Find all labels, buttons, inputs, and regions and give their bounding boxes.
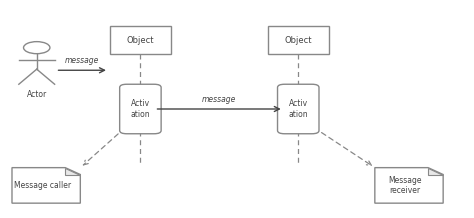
- FancyBboxPatch shape: [119, 84, 161, 134]
- FancyBboxPatch shape: [110, 26, 171, 54]
- FancyBboxPatch shape: [277, 84, 319, 134]
- Text: Message
receiver: Message receiver: [389, 176, 422, 195]
- Text: Actor: Actor: [27, 90, 47, 99]
- Polygon shape: [65, 168, 80, 175]
- Polygon shape: [12, 168, 80, 203]
- Text: message: message: [202, 95, 236, 104]
- Text: Message caller: Message caller: [14, 181, 71, 190]
- Text: Activ
ation: Activ ation: [289, 99, 308, 119]
- Text: Object: Object: [284, 36, 312, 45]
- Text: Activ
ation: Activ ation: [130, 99, 150, 119]
- Text: message: message: [65, 56, 100, 65]
- Polygon shape: [375, 168, 443, 203]
- Text: Object: Object: [127, 36, 154, 45]
- Polygon shape: [428, 168, 443, 175]
- FancyBboxPatch shape: [268, 26, 329, 54]
